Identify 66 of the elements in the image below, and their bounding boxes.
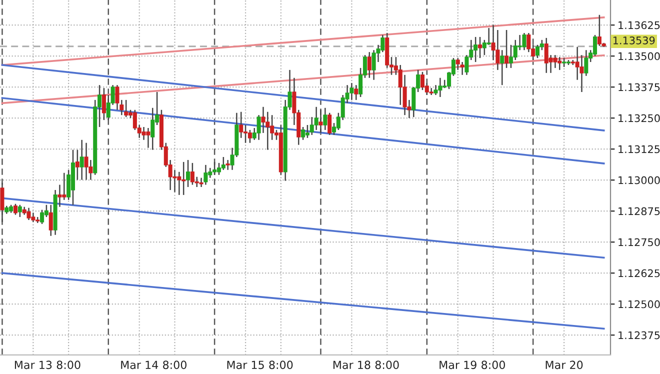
y-tick-label: 1.13500: [618, 52, 660, 60]
x-tick-label: Mar 19: [440, 360, 476, 370]
y-tick-label: 1.13125: [618, 145, 660, 154]
y-tick-label: 1.12625: [618, 269, 660, 278]
y-tick-label: 1.12500: [618, 300, 660, 308]
candlestick: [301, 126, 306, 141]
x-tick-label: 8:00: [163, 360, 186, 370]
candlestick: [75, 149, 80, 180]
x-tick-label: Mar 20: [546, 360, 583, 370]
candlestick: [26, 207, 31, 221]
candlestick: [478, 36, 482, 59]
x-tick-label: Mar 13: [14, 360, 52, 370]
candlestick: [261, 106, 266, 134]
x-tick-label: 8:00: [375, 360, 399, 370]
candlestick: [500, 49, 504, 86]
candlestick: [526, 32, 531, 53]
candlestick: [13, 203, 18, 216]
candlestick: [84, 142, 88, 180]
candlestick: [504, 29, 509, 69]
y-tick-label: 1.13000: [618, 176, 660, 184]
candlestick: [80, 139, 84, 180]
ref-line-label: 1.13539: [613, 36, 655, 44]
x-tick-label: Mar 18: [333, 360, 370, 370]
candlestick: [124, 99, 128, 118]
candlestick: [204, 164, 208, 186]
candlestick: [460, 61, 464, 76]
x-tick-label: 8:00: [269, 360, 293, 370]
y-tick-label: 1.13625: [618, 21, 660, 30]
candlestick: [305, 124, 310, 139]
candlestick: [248, 129, 252, 144]
candlestick: [226, 159, 230, 171]
y-tick-label: 1.12875: [618, 207, 660, 216]
candlestick: [142, 126, 146, 141]
candlestick: [102, 87, 106, 121]
candlestick: [496, 29, 500, 71]
candlestick: [318, 109, 323, 134]
candlestick: [522, 32, 526, 51]
y-tick-label: 1.12375: [618, 331, 660, 340]
candlestick: [350, 82, 354, 101]
candlestick: [146, 127, 150, 148]
x-tick-label: 8:00: [482, 360, 506, 370]
candlestick: [0, 182, 4, 223]
candlestick: [553, 54, 558, 69]
x-tick-label: 8:00: [56, 360, 80, 370]
candlestick: [221, 156, 226, 171]
x-tick-label: Mar 15: [227, 360, 264, 370]
candlestick: [486, 27, 491, 46]
candlestick: [323, 107, 328, 131]
candlestick: [150, 107, 155, 150]
candlestick: [239, 111, 244, 139]
x-tick-label: Mar 14: [121, 360, 158, 370]
candlestick: [314, 106, 318, 131]
y-tick-label: 1.13250: [618, 114, 660, 122]
candlestick: [367, 51, 372, 79]
candlestick: [535, 44, 540, 59]
y-tick-label: 1.12750: [618, 238, 660, 246]
candlestick: [328, 112, 332, 136]
candlestick: [48, 204, 53, 236]
candlestick: [40, 209, 44, 225]
candlestick: [354, 84, 358, 101]
candlestick: [456, 57, 460, 71]
candlestick: [58, 184, 62, 208]
candlestick: [115, 84, 120, 110]
candlestick: [18, 204, 22, 218]
y-tick-label: 1.13375: [618, 83, 660, 92]
candlestick: [186, 159, 190, 188]
